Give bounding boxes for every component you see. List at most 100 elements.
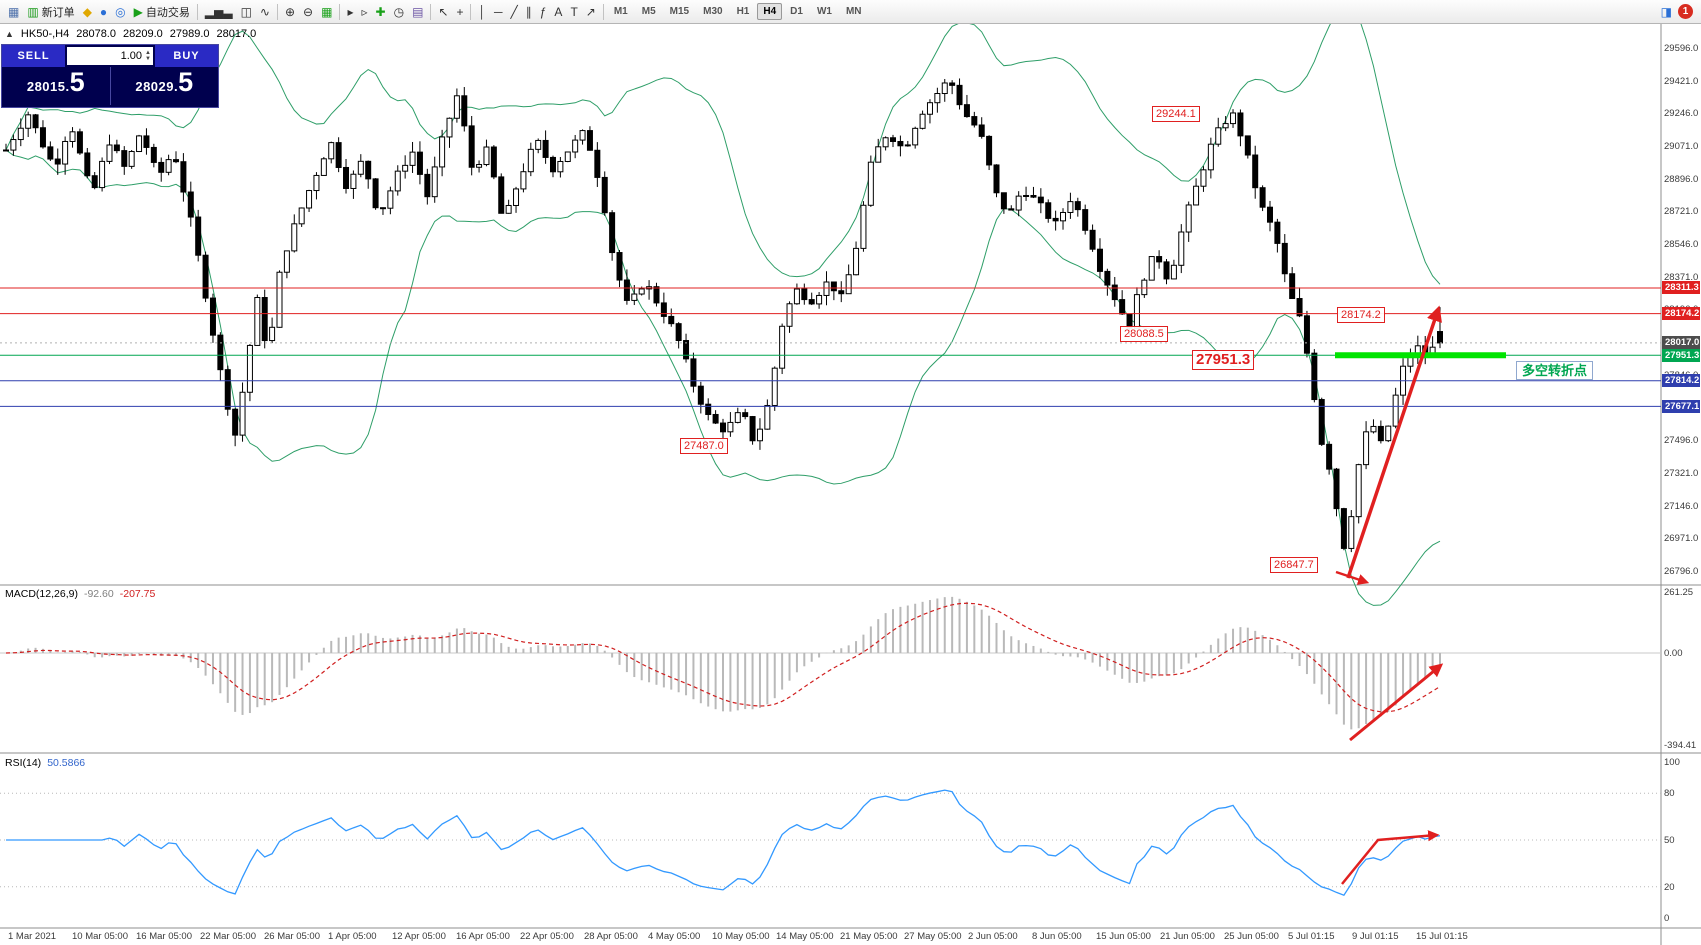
price-label-27951[interactable]: 27951.3 <box>1192 350 1255 370</box>
fibonacci-icon: ƒ <box>539 4 547 19</box>
toolbar-separator <box>276 3 278 20</box>
bar-chart-icon: ▂▅▃ <box>204 4 233 19</box>
toolbar-right-group: ◨ 1 <box>1661 2 1697 22</box>
volume-down-icon[interactable]: ▼ <box>145 55 151 62</box>
chart-shift-icon: ▹ <box>361 4 368 19</box>
price-label-27487[interactable]: 27487.0 <box>680 438 728 454</box>
volume-up-icon[interactable]: ▲ <box>145 49 151 56</box>
bar-chart-icon[interactable]: ▂▅▃ <box>201 2 237 22</box>
tile-windows-icon: ▦ <box>321 4 333 19</box>
open-value: 28078.0 <box>76 28 116 40</box>
trend-arrow-main <box>1346 305 1442 579</box>
tile-windows-icon[interactable]: ▦ <box>317 2 336 22</box>
trend-arrows[interactable] <box>1335 305 1444 885</box>
price-label-28174[interactable]: 28174.2 <box>1337 307 1385 323</box>
timeframe-m30[interactable]: M30 <box>703 6 723 17</box>
expert-advisors-icon: ◆ <box>82 4 92 19</box>
auto-scroll-icon: ▸ <box>347 4 354 19</box>
macd-name: MACD(12,26,9) <box>5 588 78 600</box>
sell-button[interactable]: SELL <box>2 45 65 67</box>
horizontal-line-icon[interactable]: ─ <box>490 2 507 22</box>
trendline-icon[interactable]: ╱ <box>507 2 522 22</box>
toolbar-separator <box>430 3 432 20</box>
line-chart-icon[interactable]: ∿ <box>256 2 274 22</box>
channel-icon[interactable]: ∥ <box>522 2 536 22</box>
timeframe-m5[interactable]: M5 <box>641 6 656 17</box>
volume-value: 1.00 <box>120 50 143 62</box>
toolbar: ▦ ▥ 新订单 ◆ ● ◎ ▶ 自动交易 ▂▅▃ ◫ ∿ ⊕ ⊖ ▦ ▸ ▹ ✚ ◷ ▤ ↖ + │ ─ ╱ ∥ ƒ A T ↗ M1 M5… <box>0 0 1701 24</box>
autotrading-icon: ▶ <box>133 4 143 19</box>
volume-stepper[interactable]: ▲ ▼ <box>145 49 151 62</box>
toolbar-separator <box>196 3 198 20</box>
rsi-arrow <box>1341 830 1440 885</box>
price-label-26847[interactable]: 26847.7 <box>1270 557 1318 573</box>
arrows-icon[interactable]: ↗ <box>582 2 600 22</box>
templates-icon: ▤ <box>412 4 424 19</box>
panel-frame <box>0 24 1701 945</box>
macd-value: -92.60 <box>83 588 114 600</box>
toolbar-separator <box>602 3 604 20</box>
candlesticks <box>3 78 1443 553</box>
candlestick-chart-icon[interactable]: ◫ <box>237 2 256 22</box>
zoom-out-icon[interactable]: ⊖ <box>299 2 317 22</box>
expert-advisors-icon[interactable]: ◆ <box>79 2 96 22</box>
close-value: 28017.0 <box>216 28 257 40</box>
vertical-line-icon[interactable]: │ <box>474 2 490 22</box>
auto-scroll-icon[interactable]: ▸ <box>343 2 357 22</box>
profiles-icon: ● <box>99 4 108 19</box>
text-label-icon: T <box>570 4 578 19</box>
price-label-29244[interactable]: 29244.1 <box>1152 106 1200 122</box>
text-label-icon[interactable]: T <box>566 2 581 22</box>
price-label-28088[interactable]: 28088.5 <box>1120 326 1168 342</box>
buy-price-big: 5 <box>178 67 194 97</box>
timeframe-d1[interactable]: D1 <box>790 6 803 17</box>
data-window-icon: ◎ <box>115 4 126 19</box>
trendline-icon: ╱ <box>510 4 518 19</box>
buy-button[interactable]: BUY <box>155 45 218 67</box>
community-icon[interactable]: ◨ <box>1660 4 1672 19</box>
low-marker-arrow <box>1335 570 1370 585</box>
timeframe-m15[interactable]: M15 <box>669 6 690 17</box>
timeframe-w1[interactable]: W1 <box>816 6 832 17</box>
line-chart-icon: ∿ <box>259 4 270 19</box>
timeframe-h1[interactable]: H1 <box>736 6 750 17</box>
sell-price-main: 28015. <box>26 79 70 94</box>
add-indicator-icon[interactable]: ✚ <box>372 2 390 22</box>
chart-ohlc-line: ▲ HK50-,H4 28078.0 28209.0 27989.0 28017… <box>5 28 256 40</box>
horizontal-line-icon: ─ <box>493 4 503 19</box>
notification-badge[interactable]: 1 <box>1678 4 1693 19</box>
rsi-indicator <box>0 789 1661 896</box>
autotrading-button-label: 自动交易 <box>145 6 190 19</box>
autotrading-button[interactable]: ▶ 自动交易 <box>130 2 194 22</box>
timeframe-m1[interactable]: M1 <box>613 6 628 17</box>
one-click-trading-panel: SELL 1.00 ▲ ▼ BUY 28015. 5 28029. 5 <box>1 44 219 108</box>
rsi-name: RSI(14) <box>5 757 42 769</box>
cursor-icon[interactable]: ↖ <box>434 2 452 22</box>
templates-icon[interactable]: ▤ <box>408 2 427 22</box>
zoom-out-icon: ⊖ <box>303 4 314 19</box>
macd-arrow <box>1349 663 1444 742</box>
new-chart-icon[interactable]: ▦ <box>4 2 23 22</box>
turning-point-label[interactable]: 多空转折点 <box>1516 361 1594 380</box>
vertical-line-icon: │ <box>478 4 486 19</box>
profiles-icon[interactable]: ● <box>96 2 111 22</box>
crosshair-icon[interactable]: + <box>452 2 467 22</box>
text-icon[interactable]: A <box>550 2 566 22</box>
timeframe-h4[interactable]: H4 <box>757 3 783 20</box>
fibonacci-icon[interactable]: ƒ <box>536 2 551 22</box>
zoom-in-icon[interactable]: ⊕ <box>281 2 299 22</box>
new-order-button[interactable]: ▥ 新订单 <box>23 2 78 22</box>
periods-icon[interactable]: ◷ <box>390 2 408 22</box>
sell-price-big: 5 <box>69 67 85 97</box>
chart-shift-icon[interactable]: ▹ <box>357 2 371 22</box>
buy-price[interactable]: 28029. 5 <box>109 67 219 105</box>
data-window-icon[interactable]: ◎ <box>111 2 129 22</box>
symbol-timeframe: HK50-,H4 <box>20 28 70 40</box>
volume-input[interactable]: 1.00 ▲ ▼ <box>67 47 153 65</box>
buy-price-main: 28029. <box>135 79 179 94</box>
sell-price[interactable]: 28015. 5 <box>2 67 110 105</box>
timeframe-mn[interactable]: MN <box>845 6 862 17</box>
bollinger-bands <box>5 0 1441 606</box>
rsi-value: 50.5866 <box>47 757 86 769</box>
